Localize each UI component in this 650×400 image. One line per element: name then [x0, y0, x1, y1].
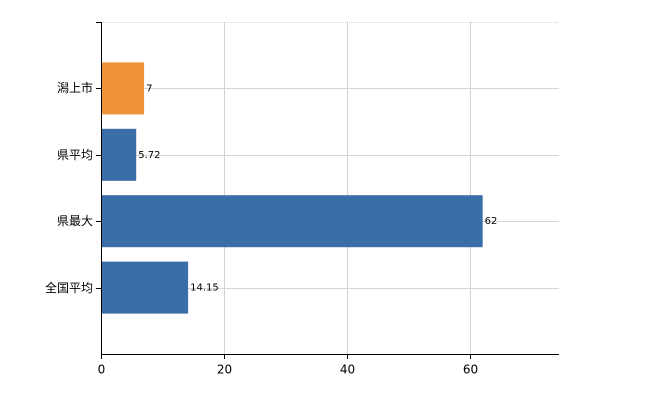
x-tick-label: 20 — [217, 363, 232, 377]
x-tick-label: 0 — [98, 363, 106, 377]
y-tick-label: 県最大 — [57, 214, 93, 228]
bar — [101, 195, 483, 248]
value-label: 5.72 — [138, 150, 160, 161]
bar — [101, 261, 189, 314]
bar — [101, 128, 137, 181]
bar — [101, 62, 145, 115]
y-tick-label: 県平均 — [57, 148, 93, 162]
y-tick-label: 潟上市 — [57, 80, 93, 95]
x-tick-label: 60 — [463, 363, 478, 377]
value-label: 7 — [146, 83, 152, 94]
value-label: 62 — [485, 216, 498, 227]
x-tick-label: 40 — [340, 363, 355, 377]
y-tick-label: 全国平均 — [45, 280, 93, 295]
value-label: 14.15 — [190, 283, 219, 294]
